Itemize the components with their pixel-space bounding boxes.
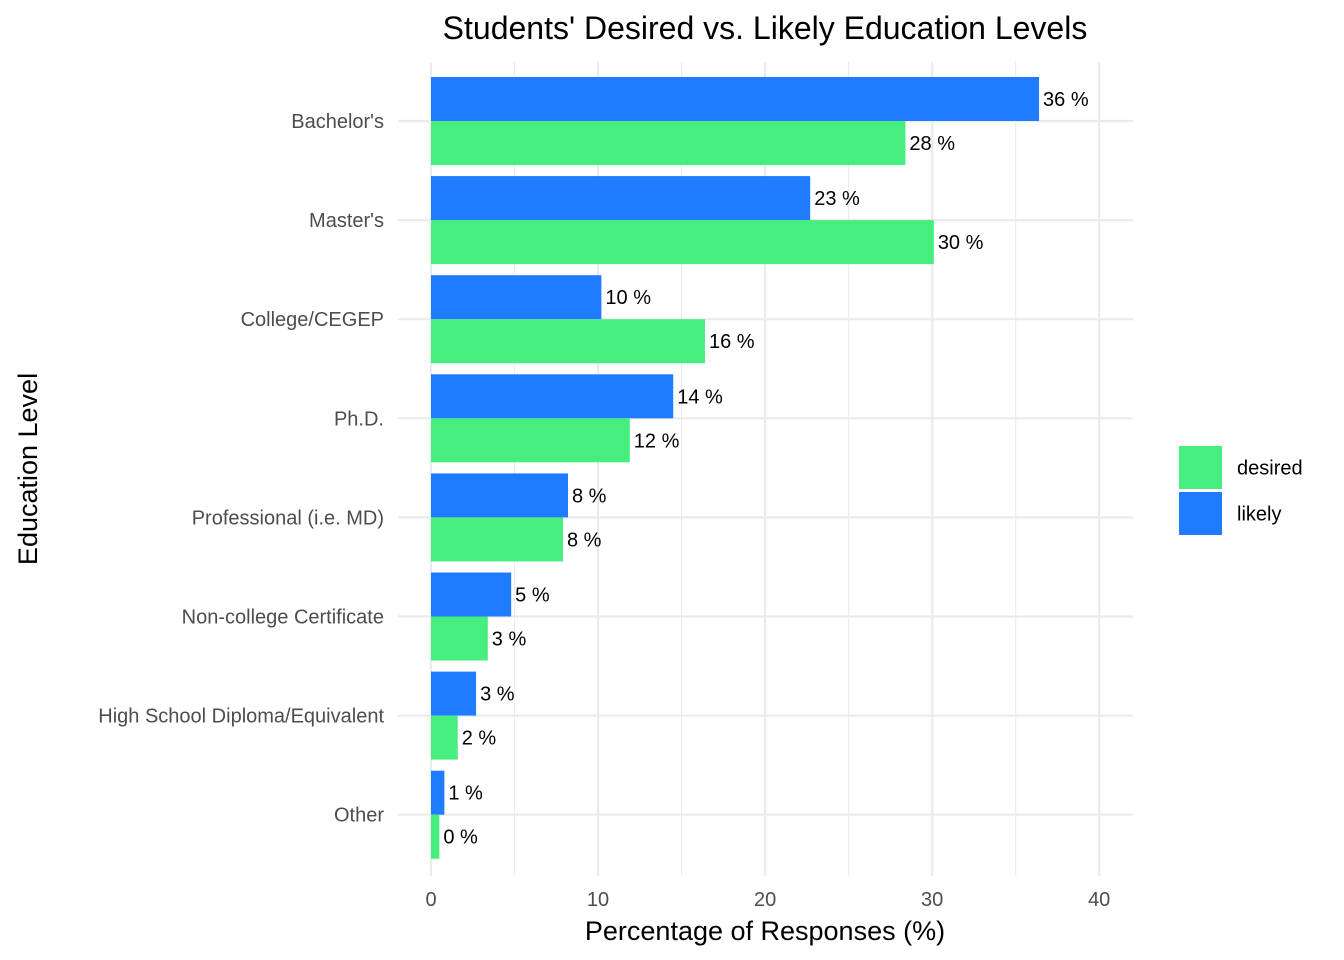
- x-tick-label: 10: [587, 889, 609, 911]
- x-axis-tick-labels: 0 10 20 30 40: [425, 889, 1110, 911]
- legend-key-likely: [1179, 492, 1222, 535]
- bar-likely: [431, 275, 602, 320]
- legend-label: desired: [1237, 458, 1303, 480]
- bar-desired: [431, 319, 705, 364]
- bar-likely: [431, 770, 445, 815]
- bar-likely: [431, 176, 811, 221]
- y-tick-label: High School Diploma/Equivalent: [98, 706, 384, 728]
- bar-likely: [431, 473, 568, 518]
- bar-likely: [431, 572, 512, 617]
- value-label: 8 %: [567, 529, 602, 551]
- bar-desired: [431, 814, 440, 859]
- y-tick-label: Non-college Certificate: [182, 607, 384, 629]
- value-label: 30 %: [938, 232, 984, 254]
- y-tick-label: Master's: [309, 210, 384, 232]
- bar-likely: [431, 671, 477, 716]
- x-axis-title: Percentage of Responses (%): [585, 916, 945, 946]
- value-label: 12 %: [634, 430, 680, 452]
- value-labels: 36 % 23 % 10 % 14 % 8 % 5 % 3 % 1 % 28 % 30 % 16 %…: [443, 89, 1089, 849]
- x-tick-label: 40: [1088, 889, 1110, 911]
- y-tick-label: Other: [334, 805, 384, 827]
- bar-desired: [431, 220, 934, 265]
- x-tick-label: 20: [754, 889, 776, 911]
- value-label: 2 %: [462, 728, 497, 750]
- value-label: 36 %: [1043, 89, 1089, 111]
- bar-desired: [431, 616, 488, 661]
- y-tick-label: College/CEGEP: [241, 309, 384, 331]
- value-label: 8 %: [572, 485, 607, 507]
- value-label: 1 %: [448, 783, 483, 805]
- y-tick-label: Professional (i.e. MD): [192, 507, 384, 529]
- x-tick-label: 30: [921, 889, 943, 911]
- y-tick-label: Bachelor's: [291, 111, 384, 133]
- value-label: 23 %: [814, 188, 860, 210]
- value-label: 5 %: [515, 585, 550, 607]
- bar-desired: [431, 715, 458, 760]
- value-label: 28 %: [909, 133, 955, 155]
- y-tick-label: Ph.D.: [334, 408, 384, 430]
- chart-title: Students' Desired vs. Likely Education L…: [443, 10, 1088, 46]
- legend-label: likely: [1237, 504, 1281, 526]
- x-tick-label: 0: [425, 889, 436, 911]
- value-label: 3 %: [480, 684, 515, 706]
- value-label: 16 %: [709, 331, 755, 353]
- value-label: 3 %: [492, 629, 527, 651]
- bar-desired: [431, 517, 563, 562]
- bar-desired: [431, 418, 630, 463]
- value-label: 10 %: [605, 287, 651, 309]
- value-label: 14 %: [677, 386, 723, 408]
- legend: desired likely: [1179, 446, 1303, 535]
- legend-key-desired: [1179, 446, 1222, 489]
- value-label: 0 %: [443, 827, 478, 849]
- bar-likely: [431, 374, 674, 419]
- bar-likely: [431, 77, 1040, 121]
- y-axis-tick-labels: Bachelor's Master's College/CEGEP Ph.D. Prof…: [98, 111, 384, 827]
- bars: [431, 77, 1040, 859]
- y-axis-title: Education Level: [13, 373, 43, 565]
- bar-desired: [431, 121, 906, 165]
